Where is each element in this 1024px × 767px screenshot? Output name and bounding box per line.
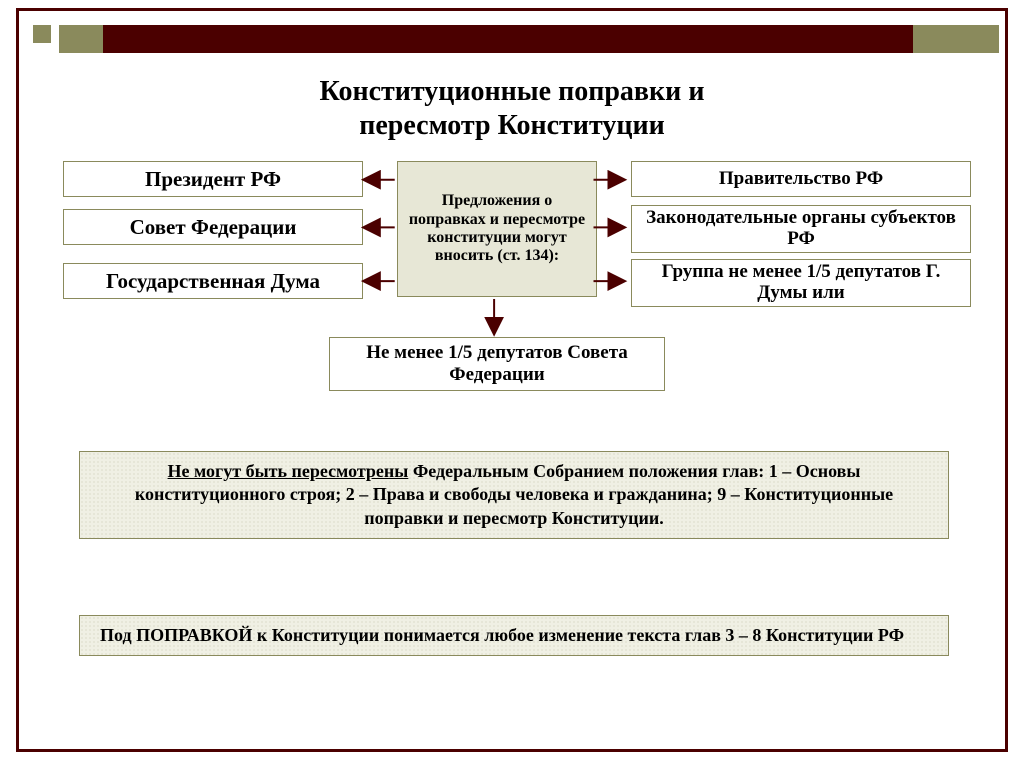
left-box-0: Президент РФ [63, 161, 363, 197]
left-box-2: Государственная Дума [63, 263, 363, 299]
right-box-2: Группа не менее 1/5 депутатов Г. Думы ил… [631, 259, 971, 307]
right-box-0: Правительство РФ [631, 161, 971, 197]
bar-segment [913, 25, 999, 53]
note2-bold: ПОПРАВКОЙ [136, 625, 252, 645]
top-bar [59, 25, 999, 53]
bottom-box-text: Не менее 1/5 депутатов Совета Федерации [336, 342, 658, 386]
corner-accent [33, 25, 51, 43]
note2-post: к Конституции понимается любое изменение… [252, 625, 904, 645]
slide-title: Конституционные поправки и пересмотр Кон… [19, 75, 1005, 142]
bar-segment [59, 25, 103, 53]
left-box-1-text: Совет Федерации [130, 215, 297, 240]
slide-frame: Конституционные поправки и пересмотр Кон… [16, 8, 1008, 752]
note-box-2: Под ПОПРАВКОЙ к Конституции понимается л… [79, 615, 949, 656]
diagram-area: Предложения о поправках и пересмотре кон… [19, 161, 1005, 431]
note1-underlined: Не могут быть пересмотрены [168, 461, 409, 481]
title-line1: Конституционные поправки и [320, 76, 705, 107]
left-box-0-text: Президент РФ [145, 167, 281, 192]
bottom-box: Не менее 1/5 депутатов Совета Федерации [329, 337, 665, 391]
right-box-0-text: Правительство РФ [719, 168, 883, 190]
bar-segment [103, 25, 913, 53]
center-box: Предложения о поправках и пересмотре кон… [397, 161, 597, 297]
right-box-1: Законодательные органы субъектов РФ [631, 205, 971, 253]
right-box-1-text: Законодательные органы субъектов РФ [638, 208, 964, 250]
left-box-2-text: Государственная Дума [106, 269, 320, 294]
right-box-2-text: Группа не менее 1/5 депутатов Г. Думы ил… [638, 262, 964, 304]
title-line2: пересмотр Конституции [359, 110, 664, 141]
note2-pre: Под [100, 625, 136, 645]
note-box-1: Не могут быть пересмотрены Федеральным С… [79, 451, 949, 539]
left-box-1: Совет Федерации [63, 209, 363, 245]
center-text: Предложения о поправках и пересмотре кон… [404, 192, 590, 266]
